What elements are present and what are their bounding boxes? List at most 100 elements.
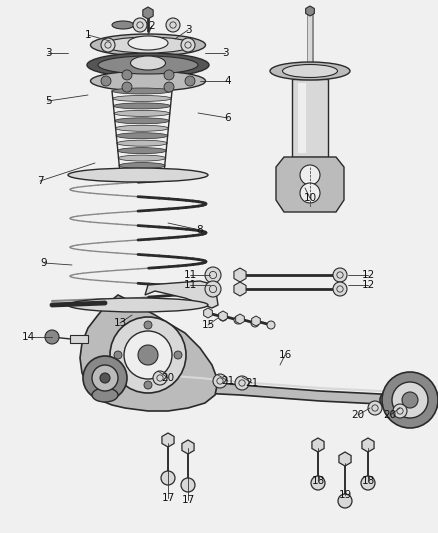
Ellipse shape bbox=[113, 103, 171, 109]
Ellipse shape bbox=[116, 133, 168, 139]
Circle shape bbox=[300, 165, 320, 185]
Polygon shape bbox=[236, 314, 244, 324]
Ellipse shape bbox=[117, 148, 166, 154]
Text: 20: 20 bbox=[162, 373, 175, 383]
Ellipse shape bbox=[87, 53, 209, 77]
Text: 12: 12 bbox=[361, 270, 374, 280]
Ellipse shape bbox=[112, 21, 134, 29]
Ellipse shape bbox=[91, 71, 205, 91]
Circle shape bbox=[100, 373, 110, 383]
Circle shape bbox=[402, 392, 418, 408]
Polygon shape bbox=[234, 268, 246, 282]
Text: 3: 3 bbox=[45, 48, 51, 58]
Polygon shape bbox=[306, 6, 314, 16]
Text: 18: 18 bbox=[361, 476, 374, 486]
Text: 20: 20 bbox=[351, 410, 364, 420]
Text: 3: 3 bbox=[222, 48, 228, 58]
Text: 3: 3 bbox=[185, 25, 191, 35]
Text: 12: 12 bbox=[361, 280, 374, 290]
Polygon shape bbox=[145, 281, 218, 308]
Circle shape bbox=[338, 494, 352, 508]
Ellipse shape bbox=[104, 37, 192, 53]
Circle shape bbox=[181, 38, 195, 52]
Bar bbox=[298, 83, 306, 153]
Circle shape bbox=[311, 476, 325, 490]
Ellipse shape bbox=[115, 125, 169, 131]
Text: 13: 13 bbox=[113, 318, 127, 328]
Circle shape bbox=[393, 404, 407, 418]
Ellipse shape bbox=[112, 88, 172, 94]
Circle shape bbox=[133, 18, 147, 32]
Polygon shape bbox=[162, 433, 174, 447]
Circle shape bbox=[101, 76, 111, 86]
Text: 6: 6 bbox=[225, 113, 231, 123]
Circle shape bbox=[300, 183, 320, 203]
Text: 1: 1 bbox=[85, 30, 91, 40]
Polygon shape bbox=[252, 316, 260, 326]
Circle shape bbox=[234, 316, 242, 324]
Circle shape bbox=[185, 76, 195, 86]
Text: 5: 5 bbox=[45, 96, 51, 106]
Circle shape bbox=[122, 70, 132, 80]
Circle shape bbox=[114, 351, 122, 359]
Circle shape bbox=[122, 82, 132, 92]
Circle shape bbox=[205, 281, 221, 297]
Ellipse shape bbox=[91, 34, 205, 56]
Circle shape bbox=[181, 478, 195, 492]
Text: 19: 19 bbox=[339, 490, 352, 500]
Ellipse shape bbox=[128, 36, 168, 50]
Circle shape bbox=[333, 282, 347, 296]
Circle shape bbox=[144, 321, 152, 329]
Ellipse shape bbox=[283, 64, 338, 77]
Polygon shape bbox=[234, 282, 246, 296]
Circle shape bbox=[382, 372, 438, 428]
Bar bbox=[70, 335, 88, 343]
Circle shape bbox=[45, 330, 59, 344]
Text: 2: 2 bbox=[148, 21, 155, 31]
Circle shape bbox=[219, 313, 227, 321]
Polygon shape bbox=[276, 157, 344, 212]
Text: 21: 21 bbox=[245, 378, 258, 388]
Ellipse shape bbox=[92, 388, 118, 402]
Text: 4: 4 bbox=[225, 76, 231, 86]
Circle shape bbox=[251, 319, 259, 327]
Circle shape bbox=[92, 365, 118, 391]
Circle shape bbox=[205, 267, 221, 283]
Text: 9: 9 bbox=[41, 258, 47, 268]
Circle shape bbox=[138, 345, 158, 365]
Text: 10: 10 bbox=[304, 193, 317, 203]
Ellipse shape bbox=[270, 62, 350, 80]
Text: 17: 17 bbox=[181, 495, 194, 505]
Ellipse shape bbox=[68, 168, 208, 182]
Polygon shape bbox=[219, 311, 227, 321]
Circle shape bbox=[361, 476, 375, 490]
Text: 18: 18 bbox=[311, 476, 325, 486]
Text: 15: 15 bbox=[201, 320, 215, 330]
Ellipse shape bbox=[119, 163, 165, 168]
Ellipse shape bbox=[114, 110, 170, 116]
Circle shape bbox=[153, 371, 167, 385]
Circle shape bbox=[213, 374, 227, 388]
Circle shape bbox=[333, 268, 347, 282]
Circle shape bbox=[110, 317, 186, 393]
Ellipse shape bbox=[120, 170, 165, 176]
Circle shape bbox=[235, 376, 249, 390]
Text: 11: 11 bbox=[184, 280, 197, 290]
Ellipse shape bbox=[131, 56, 166, 70]
Circle shape bbox=[101, 38, 115, 52]
Circle shape bbox=[267, 321, 275, 329]
Ellipse shape bbox=[113, 95, 171, 101]
Polygon shape bbox=[143, 7, 153, 19]
Text: 8: 8 bbox=[197, 225, 203, 235]
Circle shape bbox=[166, 18, 180, 32]
Text: 21: 21 bbox=[221, 376, 235, 386]
Text: 16: 16 bbox=[279, 350, 292, 360]
Text: 14: 14 bbox=[21, 332, 35, 342]
Circle shape bbox=[174, 351, 182, 359]
Circle shape bbox=[368, 401, 382, 415]
Circle shape bbox=[144, 381, 152, 389]
Ellipse shape bbox=[115, 118, 169, 124]
Ellipse shape bbox=[118, 155, 166, 161]
Polygon shape bbox=[204, 308, 212, 318]
Polygon shape bbox=[105, 371, 400, 405]
